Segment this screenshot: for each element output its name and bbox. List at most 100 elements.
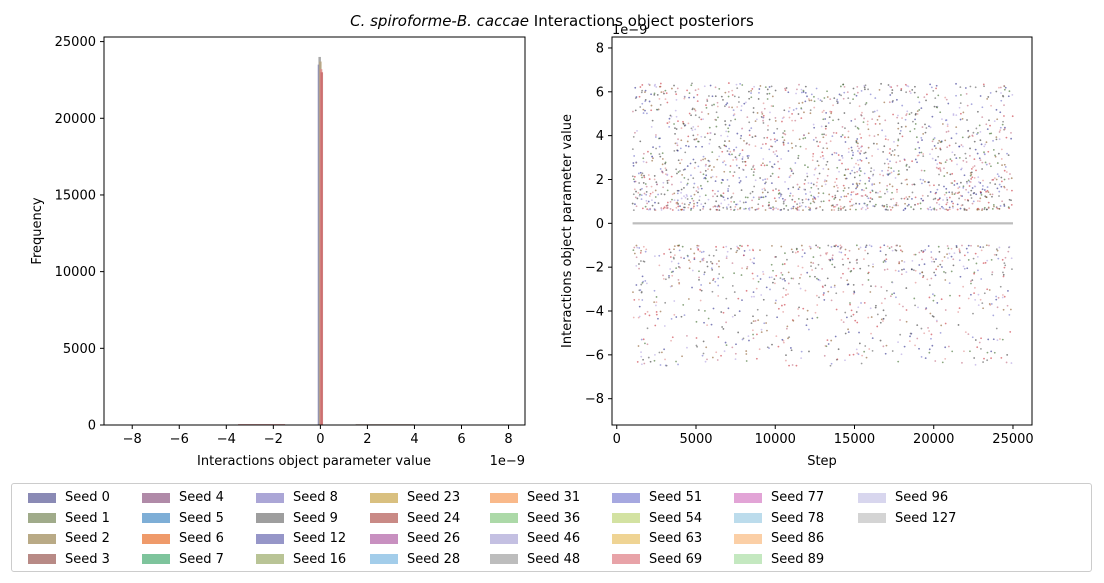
scatter-point <box>741 149 744 152</box>
scatter-point <box>737 297 740 300</box>
scatter-point <box>722 276 724 279</box>
scatter-point <box>721 326 724 328</box>
scatter-point <box>745 289 748 292</box>
scatter-point <box>665 92 668 95</box>
scatter-point <box>798 83 800 86</box>
scatter-point <box>891 350 894 352</box>
scatter-point <box>750 127 753 130</box>
scatter-point <box>843 174 846 177</box>
legend-swatch <box>858 492 886 503</box>
scatter-point <box>696 246 699 249</box>
scatter-point <box>911 191 914 194</box>
scatter-point <box>1003 115 1005 117</box>
scatter-point <box>858 202 861 205</box>
scatter-point <box>929 312 932 315</box>
scatter-point <box>977 181 980 183</box>
scatter-point <box>921 271 924 274</box>
scatter-point <box>720 95 723 98</box>
scatter-point <box>844 168 847 171</box>
scatter-point <box>673 313 676 316</box>
scatter-point <box>698 278 700 281</box>
scatter-point <box>973 140 976 143</box>
scatter-point <box>897 170 900 172</box>
scatter-point <box>722 179 724 182</box>
scatter-point <box>973 292 976 295</box>
scatter-point <box>844 311 847 314</box>
scatter-point <box>727 127 730 130</box>
scatter-point <box>730 247 732 250</box>
scatter-point <box>844 136 846 139</box>
scatter-point <box>949 173 952 176</box>
scatter-point <box>981 209 983 212</box>
scatter-point <box>752 164 755 167</box>
scatter-point <box>743 208 746 210</box>
scatter-point <box>714 95 717 98</box>
scatter-point <box>980 337 982 340</box>
scatter-x-tick-label-1: 5000 <box>679 432 712 447</box>
scatter-point <box>681 208 684 211</box>
scatter-point <box>847 192 850 195</box>
scatter-point <box>704 202 707 205</box>
scatter-point <box>715 245 717 248</box>
scatter-point <box>726 150 729 152</box>
scatter-point <box>956 203 959 206</box>
scatter-point <box>680 197 683 200</box>
scatter-point <box>773 132 776 134</box>
scatter-point <box>939 166 941 169</box>
scatter-point <box>972 200 975 203</box>
scatter-point <box>983 85 985 88</box>
scatter-point <box>786 325 789 328</box>
scatter-point <box>658 264 661 267</box>
scatter-point <box>972 166 974 169</box>
legend-swatch <box>28 513 56 523</box>
scatter-point <box>943 270 945 273</box>
scatter-point <box>683 186 685 189</box>
scatter-point <box>739 180 742 182</box>
scatter-point <box>817 97 820 100</box>
legend-item: Seed 5 <box>142 510 224 527</box>
scatter-point <box>726 178 729 181</box>
scatter-point <box>699 299 702 302</box>
scatter-point <box>725 130 728 133</box>
scatter-point <box>960 94 962 96</box>
scatter-point <box>677 363 679 366</box>
scatter-point <box>810 182 813 185</box>
scatter-point <box>752 291 755 293</box>
scatter-point <box>879 321 882 324</box>
scatter-point <box>690 114 692 117</box>
scatter-point <box>702 250 705 253</box>
scatter-point <box>699 250 701 253</box>
scatter-point <box>648 195 651 197</box>
scatter-point <box>864 345 867 347</box>
scatter-point <box>693 108 696 111</box>
scatter-point <box>971 134 974 137</box>
scatter-point <box>774 117 777 119</box>
scatter-point <box>760 116 763 118</box>
scatter-point <box>914 148 917 151</box>
scatter-point <box>836 98 839 101</box>
scatter-point <box>809 112 812 115</box>
scatter-point <box>659 82 662 85</box>
scatter-point <box>798 306 800 309</box>
scatter-point <box>640 91 643 94</box>
legend-item: Seed 63 <box>612 530 702 547</box>
scatter-point <box>874 203 877 206</box>
scatter-point <box>803 182 806 185</box>
scatter-point <box>649 360 652 363</box>
scatter-point <box>900 182 903 185</box>
scatter-point <box>809 247 812 250</box>
scatter-point <box>653 178 656 181</box>
scatter-point <box>720 194 722 197</box>
scatter-point <box>908 90 911 93</box>
scatter-point <box>775 299 777 302</box>
scatter-point <box>698 195 701 198</box>
scatter-point <box>632 249 635 252</box>
scatter-point <box>727 203 730 206</box>
scatter-point <box>838 198 841 201</box>
scatter-point <box>717 336 720 338</box>
scatter-point <box>1010 177 1013 180</box>
scatter-point <box>918 151 921 154</box>
scatter-point <box>676 189 679 192</box>
scatter-point <box>908 340 911 343</box>
scatter-point <box>856 145 859 148</box>
